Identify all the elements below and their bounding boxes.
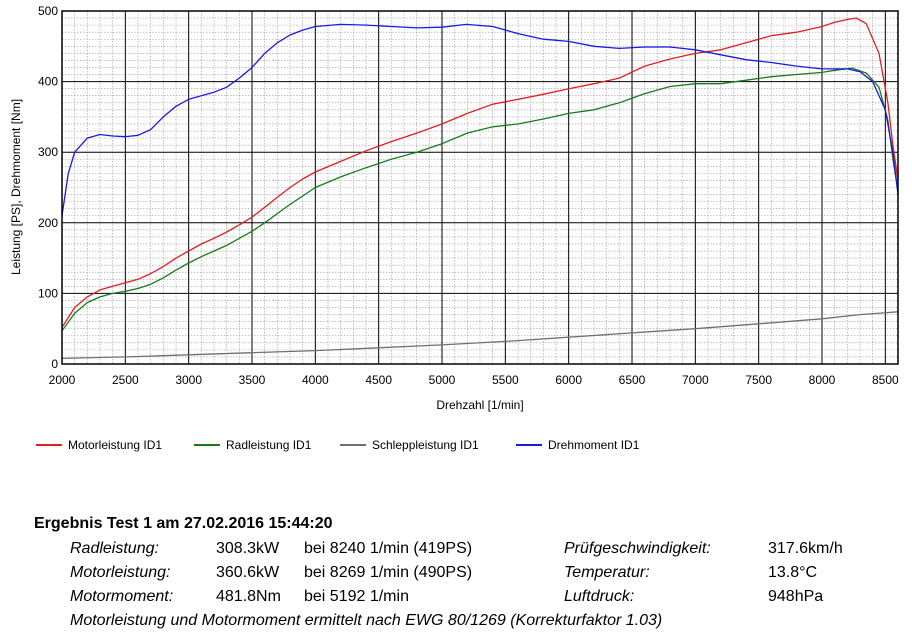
legend-label-radleistung: Radleistung ID1 [226,438,312,452]
temperatur-label: Temperatur: [564,564,650,581]
x-tick-label: 4000 [302,373,329,387]
series-motorleistung-line [61,17,899,328]
result-row-radleistung: Radleistung: 308.3kW bei 8240 1/min (419… [70,540,904,562]
x-tick-label: 6000 [555,373,582,387]
legend-item-drehmoment: Drehmoment ID1 [516,438,639,452]
radleistung-detail: bei 8240 1/min (419PS) [304,540,473,557]
temperatur-value: 13.8°C [768,564,818,581]
pruefgeschwindigkeit-label: Prüfgeschwindigkeit: [564,540,711,557]
pruefgeschwindigkeit-value: 317.6km/h [768,540,843,557]
legend-item-schleppleistung: Schleppleistung ID1 [340,438,479,452]
motormoment-value: 481.8Nm [216,588,281,605]
result-row-motormoment: Motormoment: 481.8Nm bei 5192 1/min Luft… [70,588,904,610]
y-tick-label: 400 [38,75,58,89]
luftdruck-value: 948hPa [768,588,824,605]
radleistung-label: Radleistung: [70,540,159,557]
legend-swatch-motorleistung [36,444,62,446]
x-axis-title: Drehzahl [1/min] [436,398,523,412]
major-grid [62,11,898,364]
x-tick-label: 8000 [809,373,836,387]
x-tick-label: 7500 [745,373,772,387]
y-tick-label: 300 [38,145,58,159]
x-tick-labels: 2000 2500 3000 3500 4000 4500 5000 5500 6000 6500… [49,373,899,387]
x-tick-label: 3000 [175,373,202,387]
y-axis-title: Leistung [PS], Drehmoment [Nm] [9,99,23,275]
legend-label-drehmoment: Drehmoment ID1 [548,438,640,452]
results-title: Ergebnis Test 1 am 27.02.2016 15:44:20 [34,515,333,532]
series-radleistung-line [61,67,899,332]
series-drehmoment-line [61,23,899,216]
legend-item-radleistung: Radleistung ID1 [194,438,311,452]
results-footnote: Motorleistung und Motormoment ermittelt … [70,612,663,629]
x-tick-label: 5500 [492,373,519,387]
legend-swatch-schleppleistung [340,444,366,446]
x-tick-label: 7000 [682,373,709,387]
legend-label-schleppleistung: Schleppleistung ID1 [372,438,479,452]
legend-swatch-radleistung [194,444,220,446]
x-tick-label: 3500 [239,373,266,387]
chart-legend: Motorleistung ID1 Radleistung ID1 Schlep… [36,438,896,456]
motorleistung-detail: bei 8269 1/min (490PS) [304,564,473,581]
y-tick-label: 200 [38,216,58,230]
dyno-chart: 2000 2500 3000 3500 4000 4500 5000 5500 6000 6500… [9,4,899,412]
motormoment-label: Motormoment: [70,588,174,605]
series-schleppleistung-line [61,311,899,360]
series-layer [61,17,899,360]
plot-frame [61,10,899,365]
x-tick-label: 8500 [872,373,899,387]
y-tick-label: 500 [38,4,58,18]
x-tick-label: 5000 [429,373,456,387]
y-tick-label: 0 [51,357,58,371]
y-tick-labels: 0 100 200 300 400 500 [38,4,58,371]
result-row-motorleistung: Motorleistung: 360.6kW bei 8269 1/min (4… [70,564,904,586]
legend-label-motorleistung: Motorleistung ID1 [68,438,163,452]
x-tick-label: 2000 [49,373,76,387]
motormoment-detail: bei 5192 1/min [304,588,409,605]
legend-swatch-drehmoment [516,444,542,446]
x-tick-label: 6500 [619,373,646,387]
x-tick-label: 2500 [112,373,139,387]
motorleistung-label: Motorleistung: [70,564,171,581]
y-tick-label: 100 [38,286,58,300]
motorleistung-value: 360.6kW [216,564,280,581]
legend-item-motorleistung: Motorleistung ID1 [36,438,162,452]
x-tick-label: 4500 [365,373,392,387]
luftdruck-label: Luftdruck: [564,588,635,605]
radleistung-value: 308.3kW [216,540,280,557]
